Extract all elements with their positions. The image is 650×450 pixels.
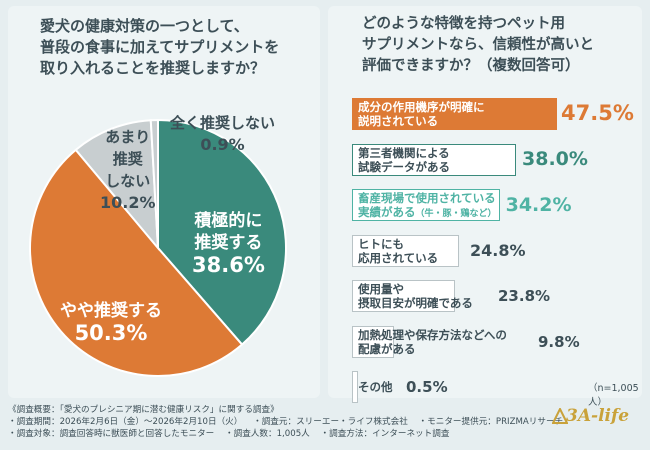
bar-label: 畜産現場で使用されている 実績がある（牛・豚・鶏など） [358, 191, 497, 221]
bar-label-line: 畜産現場で使用されている [358, 191, 496, 205]
bar-row: その他 0.5% [352, 371, 642, 403]
bar-label-line: 加熱処理や保存方法などへの [358, 327, 507, 342]
pie-label-line: 全く推奨しない [170, 114, 276, 132]
bar-row: 第三者機関による 試験データがある 38.0% [352, 143, 642, 176]
footer-item: ・調査人数：1,005人 [225, 429, 310, 439]
bar-label-line: 配慮がある [358, 341, 416, 356]
bar [352, 189, 500, 221]
bar-label: 使用量や 摂取目安が明確である [358, 282, 473, 310]
bar-question-line: サプリメントなら、信頼性が高いと [362, 37, 594, 53]
bar-row: 畜産現場で使用されている 実績がある（牛・豚・鶏など） 34.2% [352, 189, 642, 221]
bar-value: 24.8% [470, 240, 526, 260]
bar-question-line: どのような特徴を持つペット用 [362, 16, 565, 32]
pie-label-line: やや推奨する [60, 301, 162, 321]
bar-label-line: その他 [358, 380, 393, 394]
bar-label-line: 成分の作用機序が明確に [358, 100, 485, 114]
pie-value: 10.2% [100, 193, 156, 212]
bar-label: 成分の作用機序が明確に 説明されている [358, 100, 485, 128]
pie-value: 50.3% [74, 321, 148, 345]
footer-title: 《調査概要：「愛犬のプレシニア期に潜む健康リスク」に関する調査》 [8, 405, 279, 415]
bar-value: 38.0% [522, 148, 588, 171]
pie-question-line: 普段の食事に加えてサプリメントを [40, 38, 280, 56]
pie-label-line: しない [105, 172, 151, 190]
footer-item: ・調査方法：インターネット調査 [320, 429, 450, 439]
pie-label-never: 全く推奨しない 0.9% [170, 112, 275, 156]
brand-logo: 3A-life [566, 406, 630, 426]
survey-footer: 《調査概要：「愛犬のプレシニア期に潜む健康リスク」に関する調査》 ・調査期間：2… [8, 404, 568, 440]
bar-label: その他 [358, 380, 393, 394]
pie-label-line: 推奨 [112, 150, 143, 168]
pie-label-active: 積極的に 推奨する 38.6% [192, 210, 265, 276]
bar-row: 成分の作用機序が明確に 説明されている 47.5% [352, 98, 642, 130]
bar-row: 加熱処理や保存方法などへの 配慮がある 9.8% [352, 325, 642, 358]
pie-label-rarely: あまり 推奨 しない 10.2% [100, 126, 156, 214]
bar-value: 23.8% [498, 287, 551, 305]
pie-slice-somewhat [28, 148, 244, 377]
bar-question-line: 評価できますか？（複数回答可） [362, 58, 580, 74]
bar-label-line: ヒトにも [358, 236, 404, 251]
pie-label-line: 積極的に [194, 211, 263, 231]
bar [352, 143, 516, 176]
bar-question: どのような特徴を持つペット用 サプリメントなら、信頼性が高いと 評価できますか？… [362, 14, 632, 77]
footer-item: ・モニター提供元：PRIZMAリサーチ [418, 417, 564, 427]
bar-value: 34.2% [505, 193, 572, 216]
bar [352, 280, 455, 312]
bar-label-line: 摂取目安が明確である [358, 296, 473, 310]
bar-label-line: 使用量や [358, 282, 404, 296]
bar [352, 98, 557, 130]
bar-value: 47.5% [561, 101, 634, 126]
pie-chart [28, 118, 287, 377]
footer-item: ・調査期間：2026年2月6日（金）～2026年2月10日（火） [8, 417, 243, 427]
bar [352, 371, 358, 403]
bar [352, 234, 460, 267]
bar-label-line: 応用されている [358, 250, 439, 265]
pie-value: 0.9% [200, 135, 245, 154]
footer-item: ・調査対象：調査回答時に獣医師と回答したモニター [8, 429, 215, 439]
pie-question: 愛犬の健康対策の一つとして、 普段の食事に加えてサプリメントを 取り入れることを… [40, 16, 310, 79]
footer-item: ・調査元：スリーエー・ライフ株式会社 [253, 417, 408, 427]
bar-row: 使用量や 摂取目安が明確である 23.8% [352, 280, 642, 312]
pie-label-line: あまり [105, 128, 151, 146]
bar-value: 0.5% [406, 378, 448, 396]
bar-label-line: 説明されている [358, 114, 439, 128]
bar-label-line: 試験データがある [358, 159, 450, 174]
pie-slice-rarely [74, 119, 160, 251]
bar-label: 第三者機関による 試験データがある [358, 146, 450, 174]
pie-question-line: 愛犬の健康対策の一つとして、 [40, 17, 249, 35]
pie-label-somewhat: やや推奨する 50.3% [60, 300, 162, 344]
pie-label-line: 推奨する [194, 233, 263, 253]
bar-label: 加熱処理や保存方法などへの 配慮がある [358, 328, 507, 356]
bar-value: 9.8% [538, 332, 580, 351]
pie-slice-active [157, 118, 287, 346]
sample-size-note: （n=1,005人） [588, 383, 639, 408]
bar [352, 325, 395, 358]
pie-value: 38.6% [192, 253, 265, 277]
bar-label: ヒトにも 応用されている [358, 237, 438, 265]
bar-label-line: 実績がある（牛・豚・鶏など） [358, 205, 497, 219]
bar-label-line: 第三者機関による [358, 145, 450, 160]
pie-question-line: 取り入れることを推奨しますか？ [40, 59, 266, 77]
bar-label-note: （牛・豚・鶏など） [415, 209, 497, 219]
logo-triangle-icon [552, 408, 568, 424]
pie-slice-never [149, 118, 159, 249]
bar-row: ヒトにも 応用されている 24.8% [352, 234, 642, 267]
